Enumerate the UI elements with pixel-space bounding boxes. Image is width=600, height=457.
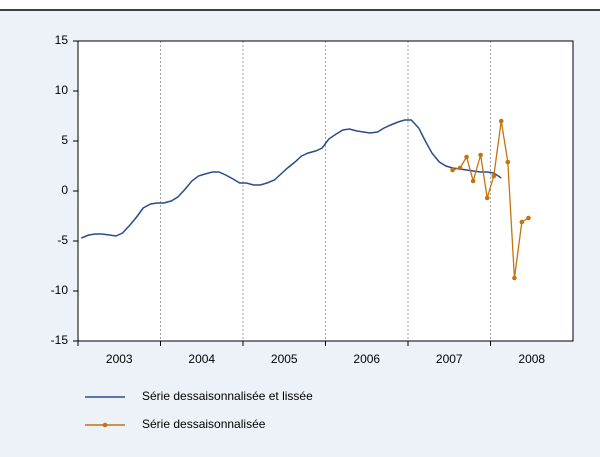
x-tick-label: 2005 [271, 352, 298, 366]
series-marker [478, 152, 483, 158]
x-tick-label: 2003 [106, 352, 133, 366]
series-marker [457, 165, 463, 171]
series-marker [512, 275, 517, 281]
series-marker [505, 159, 511, 165]
legend-marker [102, 422, 108, 428]
x-tick-label: 2006 [353, 352, 380, 366]
y-tick-label: -15 [51, 333, 69, 347]
y-tick-label: 0 [61, 183, 68, 197]
x-tick-label: 2007 [436, 352, 463, 366]
plot-frame [77, 40, 574, 342]
y-tick-label: 15 [55, 33, 69, 47]
series-marker [498, 118, 504, 124]
series-marker [491, 173, 497, 179]
y-tick-label: -5 [57, 233, 68, 247]
series-marker [526, 215, 531, 221]
series-marker [470, 178, 476, 184]
legend-label: Série dessaisonnalisée [142, 417, 266, 431]
y-tick-label: -10 [51, 283, 69, 297]
legend-label: Série dessaisonnalisée et lissée [142, 389, 313, 403]
series-marker [450, 167, 455, 173]
series-marker [464, 154, 469, 160]
y-tick-label: 10 [55, 83, 69, 97]
series-line [81, 119, 502, 239]
x-tick-label: 2008 [518, 352, 545, 366]
x-tick-label: 2004 [188, 352, 215, 366]
series-marker [484, 195, 490, 201]
y-tick-label: 5 [61, 133, 68, 147]
series-marker [519, 219, 525, 225]
